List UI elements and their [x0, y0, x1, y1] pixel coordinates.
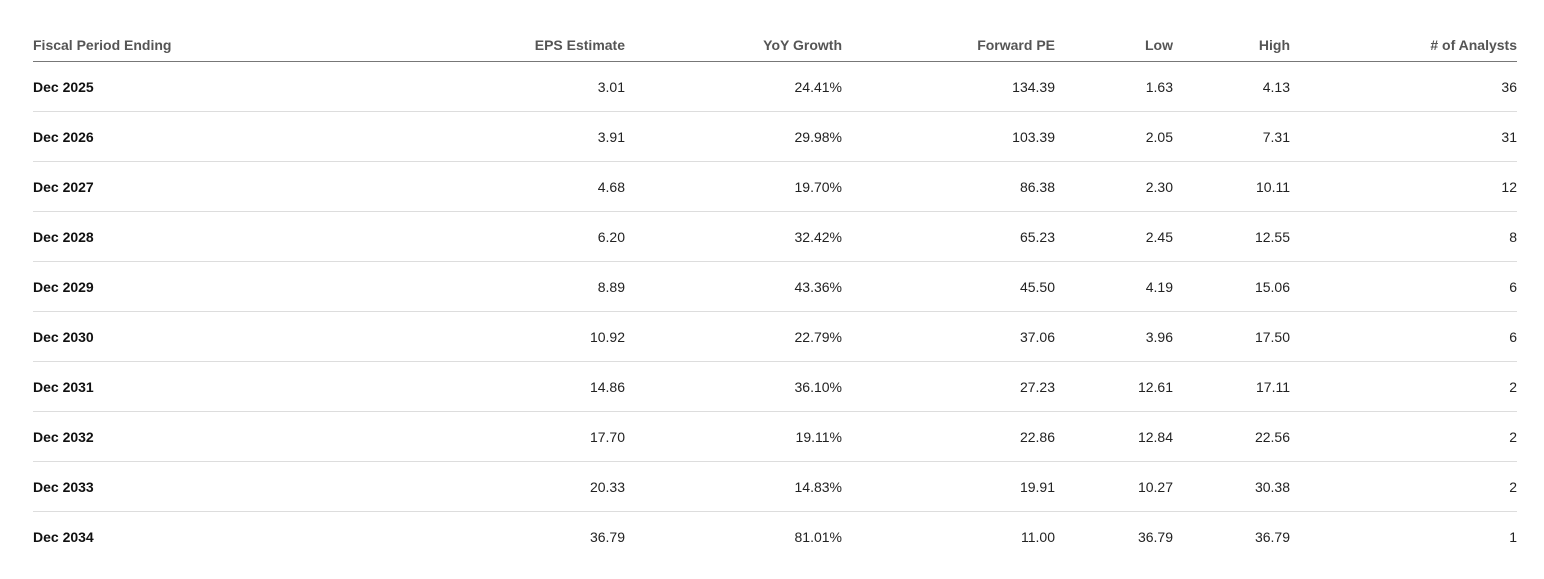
value-cell: 36 [1290, 61, 1517, 112]
value-cell: 20.33 [433, 461, 625, 512]
value-cell: 17.11 [1173, 361, 1290, 412]
value-cell: 17.50 [1173, 311, 1290, 362]
column-header: Forward PE [842, 28, 1055, 62]
value-cell: 6 [1290, 261, 1517, 312]
value-cell: 29.98% [625, 111, 842, 162]
value-cell: 1.63 [1055, 61, 1173, 112]
value-cell: 134.39 [842, 61, 1055, 112]
value-cell: 81.01% [794, 528, 842, 545]
value-cell: 10.11 [1173, 161, 1290, 212]
value-cell: 1 [1509, 528, 1517, 545]
value-cell: 30.38 [1173, 461, 1290, 512]
value-cell: 36.10% [625, 361, 842, 412]
value-cell: 8.89 [433, 261, 625, 312]
value-cell: 86.38 [842, 161, 1055, 212]
period-cell: Dec 2027 [33, 161, 433, 212]
value-cell: 2 [1290, 461, 1517, 512]
period-cell: Dec 2031 [33, 361, 433, 412]
value-cell: 36.79 [589, 528, 625, 545]
table-row: Dec 2029 8.89 43.36% 45.50 4.19 15.06 6 [33, 261, 1517, 312]
table-row: Dec 2028 6.20 32.42% 65.23 2.45 12.55 8 [33, 211, 1517, 262]
value-cell: 6 [1290, 311, 1517, 362]
value-cell: 27.23 [842, 361, 1055, 412]
value-cell: 22.79% [625, 311, 842, 362]
table-row: Dec 2032 17.70 19.11% 22.86 12.84 22.56 2 [33, 411, 1517, 462]
period-cell: Dec 2025 [33, 61, 433, 112]
period-cell: Dec 2026 [33, 111, 433, 162]
table-row: Dec 2031 14.86 36.10% 27.23 12.61 17.11 2 [33, 361, 1517, 412]
value-cell: 19.11% [625, 411, 842, 462]
value-cell: 36.79 [1254, 528, 1290, 545]
table-body: Dec 2025 3.01 24.41% 134.39 1.63 4.13 36 Dec 20… [33, 61, 1517, 562]
value-cell: 14.83% [625, 461, 842, 512]
period-cell: Dec 2028 [33, 211, 433, 262]
value-cell: 3.01 [433, 61, 625, 112]
value-cell: 4.13 [1173, 61, 1290, 112]
value-cell: 12 [1290, 161, 1517, 212]
value-cell: 2.05 [1055, 111, 1173, 162]
period-cell: Dec 2033 [33, 461, 433, 512]
value-cell: 19.91 [842, 461, 1055, 512]
value-cell: 8 [1290, 211, 1517, 262]
value-cell: 10.27 [1055, 461, 1173, 512]
value-cell: 15.06 [1173, 261, 1290, 312]
table-row: Dec 2025 3.01 24.41% 134.39 1.63 4.13 36 [33, 61, 1517, 112]
value-cell: 37.06 [842, 311, 1055, 362]
value-cell: 4.19 [1055, 261, 1173, 312]
table-row: Dec 2033 20.33 14.83% 19.91 10.27 30.38 2 [33, 461, 1517, 512]
value-cell: 32.42% [625, 211, 842, 262]
value-cell: 45.50 [842, 261, 1055, 312]
value-cell: 2 [1290, 411, 1517, 462]
column-header: YoY Growth [625, 28, 842, 62]
value-cell: 43.36% [625, 261, 842, 312]
estimates-table: Fiscal Period Ending EPS Estimate YoY Grow… [33, 28, 1517, 561]
header-row: Fiscal Period Ending EPS Estimate YoY Grow… [33, 28, 1517, 62]
value-cell: 6.20 [433, 211, 625, 262]
period-cell: Dec 2034 [33, 528, 94, 545]
period-cell: Dec 2030 [33, 311, 433, 362]
column-header: # of Analysts [1290, 28, 1517, 62]
period-cell: Dec 2029 [33, 261, 433, 312]
table-row: Dec 2030 10.92 22.79% 37.06 3.96 17.50 6 [33, 311, 1517, 362]
value-cell: 10.92 [433, 311, 625, 362]
value-cell: 22.56 [1173, 411, 1290, 462]
period-cell: Dec 2032 [33, 411, 433, 462]
value-cell: 2 [1290, 361, 1517, 412]
value-cell: 17.70 [433, 411, 625, 462]
value-cell: 3.96 [1055, 311, 1173, 362]
value-cell: 4.68 [433, 161, 625, 212]
value-cell: 22.86 [842, 411, 1055, 462]
column-header: EPS Estimate [433, 28, 625, 62]
column-header: Fiscal Period Ending [33, 28, 433, 62]
value-cell: 12.61 [1055, 361, 1173, 412]
value-cell: 2.30 [1055, 161, 1173, 212]
value-cell: 31 [1290, 111, 1517, 162]
table-row: Dec 2026 3.91 29.98% 103.39 2.05 7.31 31 [33, 111, 1517, 162]
value-cell: 36.79 [1137, 528, 1173, 545]
value-cell: 24.41% [625, 61, 842, 112]
column-header: Low [1055, 28, 1173, 62]
table-row: Dec 2027 4.68 19.70% 86.38 2.30 10.11 12 [33, 161, 1517, 212]
value-cell: 12.84 [1055, 411, 1173, 462]
column-header: High [1173, 28, 1290, 62]
value-cell: 2.45 [1055, 211, 1173, 262]
table-row: Dec 2034 36.79 81.01% 11.00 36.79 36.79 1 [33, 512, 1517, 562]
table-head: Fiscal Period Ending EPS Estimate YoY Grow… [33, 28, 1517, 62]
value-cell: 3.91 [433, 111, 625, 162]
value-cell: 19.70% [625, 161, 842, 212]
value-cell: 12.55 [1173, 211, 1290, 262]
value-cell: 7.31 [1173, 111, 1290, 162]
value-cell: 11.00 [1021, 528, 1055, 545]
value-cell: 14.86 [433, 361, 625, 412]
value-cell: 103.39 [842, 111, 1055, 162]
value-cell: 65.23 [842, 211, 1055, 262]
